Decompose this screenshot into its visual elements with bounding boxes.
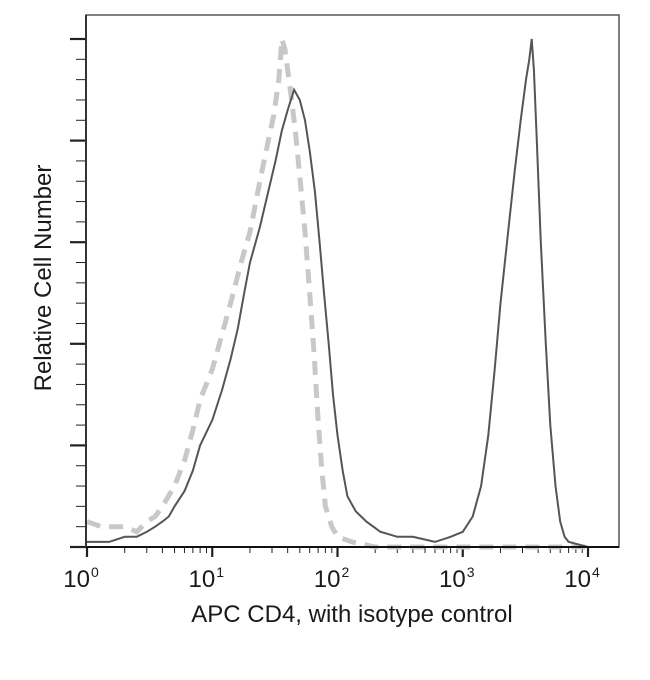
y-axis-ticks [70,37,86,549]
x-axis-title: APC CD4, with isotype control [191,601,512,628]
x-tick-label: 102 [314,564,350,593]
plot-frame [85,14,620,548]
x-tick-label: 101 [189,564,225,593]
isotype-control-curve [86,38,588,550]
y-axis-title: Relative Cell Number [30,165,57,392]
x-tick-label: 100 [63,564,99,593]
x-tick-label: 104 [564,564,600,593]
x-tick-label: 103 [439,564,475,593]
x-axis-tick-labels: 100 101 102 103 104 [63,564,600,593]
series-layer [86,38,589,550]
apc-cd4-curve [87,38,589,548]
